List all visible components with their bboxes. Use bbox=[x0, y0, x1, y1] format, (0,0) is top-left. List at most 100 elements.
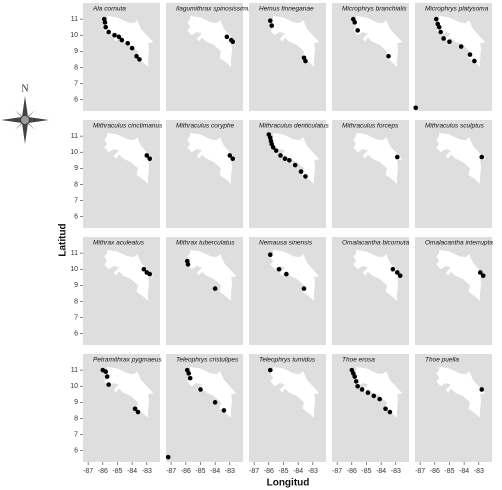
panel: Petramithrax pygmaeus bbox=[83, 354, 162, 462]
y-tick-label: 11 bbox=[71, 16, 78, 23]
country-shape bbox=[353, 132, 403, 184]
occurrence-point bbox=[198, 387, 203, 392]
panel-background bbox=[332, 120, 409, 228]
panel: Teleophrys tumidus bbox=[249, 354, 326, 462]
occurrence-point bbox=[303, 174, 308, 179]
panel-background bbox=[415, 354, 492, 462]
country-shape bbox=[104, 249, 154, 301]
country-shape bbox=[104, 132, 154, 184]
panel-background bbox=[249, 120, 326, 228]
occurrence-point bbox=[144, 153, 150, 158]
occurrence-point bbox=[298, 169, 304, 174]
compass-label: N bbox=[21, 83, 28, 94]
x-tick-label: -83 bbox=[142, 468, 152, 475]
panel-title: Mithraculus denticulatus bbox=[259, 123, 329, 130]
panel-background bbox=[332, 354, 409, 462]
panel-title: Nemausa sinensis bbox=[259, 240, 313, 247]
occurrence-point bbox=[301, 286, 307, 291]
panel: Teleophrys cristulipes bbox=[165, 354, 243, 462]
occurrence-point bbox=[394, 154, 400, 160]
y-tick-label: 11 bbox=[71, 250, 78, 257]
panel-title: Omalacantha interrupta bbox=[425, 240, 493, 247]
occurrence-point bbox=[353, 379, 359, 384]
panel-title: Mithraculus coryphe bbox=[176, 123, 235, 130]
x-tick-label: -83 bbox=[474, 468, 484, 475]
panel-background bbox=[83, 237, 160, 345]
occurrence-point bbox=[103, 24, 109, 30]
occurrence-point bbox=[352, 20, 358, 25]
occurrence-point bbox=[212, 400, 218, 405]
y-tick-label: 9 bbox=[74, 399, 78, 406]
x-tick-label: -87 bbox=[332, 468, 342, 475]
occurrence-point bbox=[394, 270, 400, 275]
panel-title: Microphrys platysoma bbox=[425, 6, 489, 13]
y-tick-label: 8 bbox=[74, 64, 78, 71]
country-shape bbox=[270, 132, 320, 184]
occurrence-point bbox=[287, 157, 292, 163]
y-tick-label: 6 bbox=[74, 448, 78, 455]
panel-title: Teleophrys tumidus bbox=[259, 357, 316, 364]
occurrence-point bbox=[447, 39, 452, 44]
occurrence-point bbox=[479, 154, 485, 160]
x-tick-label: -85 bbox=[278, 468, 288, 475]
occurrence-point bbox=[438, 29, 443, 35]
panel-background bbox=[249, 237, 326, 345]
panel: Mithraculus sculptus bbox=[415, 120, 492, 228]
panel-background bbox=[166, 237, 243, 345]
occurrence-point bbox=[276, 266, 282, 272]
y-tick-label: 8 bbox=[74, 415, 78, 422]
occurrence-point bbox=[129, 45, 135, 51]
country-shape bbox=[270, 249, 320, 301]
occurrence-point bbox=[383, 406, 388, 412]
country-shape bbox=[436, 132, 486, 184]
y-tick-label: 8 bbox=[74, 181, 78, 188]
y-tick-label: 7 bbox=[74, 431, 78, 438]
occurrence-point bbox=[467, 52, 473, 57]
occurrence-point bbox=[212, 286, 218, 291]
occurrence-point bbox=[186, 371, 192, 376]
country-shape bbox=[353, 249, 403, 301]
panel: Mithrax tuberculatus bbox=[166, 237, 243, 345]
panel-background bbox=[332, 3, 409, 111]
panel-background bbox=[166, 120, 243, 228]
x-tick-label: -87 bbox=[83, 468, 93, 475]
y-tick-label: 8 bbox=[74, 298, 78, 305]
occurrence-point bbox=[355, 28, 360, 33]
x-tick-label: -87 bbox=[415, 468, 425, 475]
occurrence-point bbox=[480, 273, 486, 278]
panel-background bbox=[83, 354, 160, 462]
y-tick-label: 6 bbox=[74, 214, 78, 221]
panel-title: Mithrax aculeatus bbox=[93, 240, 145, 247]
country-shape bbox=[436, 249, 486, 301]
y-tick-label: 6 bbox=[74, 97, 78, 104]
panel-background bbox=[83, 120, 160, 228]
panel-background bbox=[332, 237, 409, 345]
panel-background bbox=[166, 354, 243, 462]
x-tick-label: -83 bbox=[308, 468, 318, 475]
panel-title: Hemus finneganae bbox=[259, 6, 314, 13]
country-shape bbox=[187, 366, 237, 418]
country-shape bbox=[270, 15, 320, 67]
panel: Thoe erosa bbox=[332, 354, 409, 462]
compass-needle bbox=[22, 96, 28, 120]
occurrence-point bbox=[227, 153, 233, 158]
country-shape bbox=[187, 15, 237, 67]
y-tick-label: 9 bbox=[74, 165, 78, 172]
occurrence-point bbox=[397, 273, 403, 278]
occurrence-point bbox=[135, 409, 141, 415]
y-tick-label: 7 bbox=[74, 314, 78, 321]
occurrence-point bbox=[230, 39, 236, 44]
occurrence-point bbox=[365, 390, 371, 395]
occurrence-point bbox=[112, 32, 117, 38]
country-shape bbox=[436, 366, 486, 418]
occurrence-point bbox=[134, 53, 139, 59]
y-tick-label: 11 bbox=[71, 367, 78, 374]
panel: Omalacantha interrupta bbox=[415, 237, 493, 345]
panel-title: Microphrys branchialis bbox=[342, 6, 407, 13]
x-tick-label: -85 bbox=[361, 468, 371, 475]
occurrence-point bbox=[270, 145, 276, 150]
x-tick-label: -84 bbox=[459, 468, 469, 475]
occurrence-point bbox=[441, 36, 446, 41]
occurrence-point bbox=[102, 20, 108, 25]
